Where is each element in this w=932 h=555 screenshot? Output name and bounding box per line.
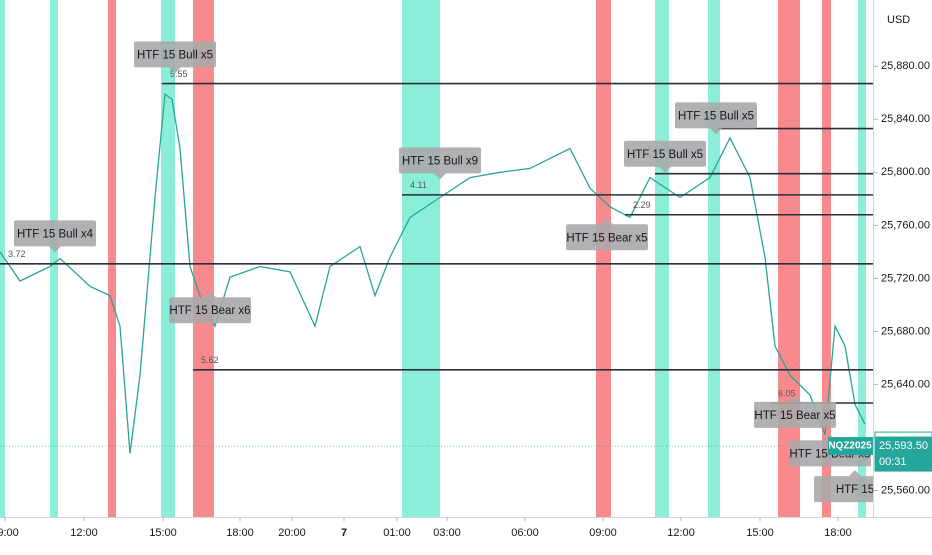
- countdown: 00:31: [879, 456, 907, 468]
- signal-text: HTF 15 Bull x5: [627, 149, 703, 161]
- y-tick-label: 25,760.00: [881, 219, 930, 231]
- signal-text: HTF 15 Bull x9: [402, 155, 478, 167]
- signal-box: [754, 401, 836, 428]
- signal-pointer: [710, 128, 722, 135]
- signal-label: HTF 15: [814, 470, 874, 503]
- signal-band: [822, 0, 831, 517]
- x-tick-label: 18:00: [226, 527, 254, 539]
- x-tick-label: 09:00: [0, 527, 19, 539]
- x-tick-label: 09:00: [589, 527, 617, 539]
- y-tick-label: 25,560.00: [881, 484, 930, 496]
- signal-text: HTF 15 Bear x6: [169, 305, 250, 317]
- level-label: 2.29: [633, 200, 651, 210]
- signal-band: [402, 0, 440, 517]
- x-tick-label: 06:00: [511, 527, 539, 539]
- signal-label: HTF 15 Bear x5: [566, 218, 648, 251]
- level-label: 5.55: [170, 69, 188, 79]
- signal-band: [108, 0, 116, 517]
- level-label: 3.72: [8, 249, 26, 259]
- signal-label: HTF 15 Bull x5: [134, 41, 216, 74]
- signal-band: [161, 0, 175, 517]
- signal-label: HTF 15 Bull x5: [624, 140, 706, 173]
- price-line: [0, 92, 866, 454]
- y-tick-label: 25,840.00: [881, 113, 930, 125]
- signal-pointer: [169, 67, 181, 74]
- y-tick-label: 25,800.00: [881, 166, 930, 178]
- level-label: 6.05: [778, 388, 796, 398]
- price-tag-label: 25,593.50: [879, 440, 928, 452]
- signal-label: HTF 15 Bear x5: [754, 395, 836, 428]
- signal-band: [0, 0, 5, 517]
- signal-box: [566, 224, 648, 251]
- signal-text: HTF 15 Bull x5: [678, 110, 754, 122]
- signal-band: [50, 0, 58, 517]
- signal-band: [708, 0, 720, 517]
- x-tick-label: 15:00: [149, 527, 177, 539]
- signal-text: HTF 15 Bull x5: [137, 49, 213, 61]
- signal-pointer: [601, 218, 613, 225]
- signal-label: HTF 15 Bull x4: [14, 220, 96, 253]
- x-tick-label: 20:00: [278, 527, 306, 539]
- signal-label: HTF 15 Bear x6: [169, 291, 251, 324]
- x-tick-label: 18:00: [824, 527, 852, 539]
- signal-label: HTF 15 Bull x5: [675, 102, 757, 135]
- signal-pointer: [49, 246, 61, 253]
- signal-box: [14, 220, 96, 247]
- signal-pointer: [659, 166, 671, 173]
- signal-pointer: [849, 470, 861, 477]
- x-tick-label: 03:00: [433, 527, 461, 539]
- signal-text: HTF 15: [836, 484, 874, 496]
- signal-box: [675, 102, 757, 129]
- price-tag: [874, 436, 932, 472]
- axes: 25,560.0025,600.0025,640.0025,680.0025,7…: [0, 60, 932, 539]
- x-tick-label: 7: [341, 527, 347, 539]
- signal-text: HTF 15 Bear x5: [566, 232, 647, 244]
- y-tick-label: 25,640.00: [881, 378, 930, 390]
- signal-pointer: [434, 173, 446, 180]
- signal-band: [193, 0, 214, 517]
- signal-pointer: [789, 395, 801, 402]
- symbol-label: NQZ2025: [828, 441, 872, 452]
- signal-text: HTF 15 Bull x4: [17, 228, 94, 240]
- signal-band: [858, 0, 866, 517]
- y-tick-label: 25,680.00: [881, 325, 930, 337]
- y-tick-label: 25,880.00: [881, 60, 930, 72]
- signal-pointer: [204, 291, 216, 298]
- signal-band: [596, 0, 611, 517]
- signal-box: [399, 147, 481, 174]
- signal-box: [814, 476, 873, 503]
- signal-label: HTF 15 Bull x9: [399, 147, 481, 180]
- x-tick-label: 12:00: [70, 527, 98, 539]
- signal-box: [624, 140, 706, 167]
- signal-box: [169, 297, 251, 324]
- x-tick-label: 01:00: [383, 527, 411, 539]
- symbol-tag: [828, 437, 873, 456]
- signal-band: [778, 0, 800, 517]
- y-tick-label: 25,720.00: [881, 272, 930, 284]
- signal-box: [134, 41, 216, 68]
- level-label: 4.11: [410, 180, 427, 190]
- x-tick-label: 12:00: [667, 527, 695, 539]
- signal-text: HTF 15 Bear x5: [754, 410, 835, 422]
- x-tick-label: 15:00: [746, 527, 774, 539]
- signal-band: [655, 0, 669, 517]
- currency: USD: [887, 14, 910, 26]
- level-label: 5.62: [201, 355, 219, 365]
